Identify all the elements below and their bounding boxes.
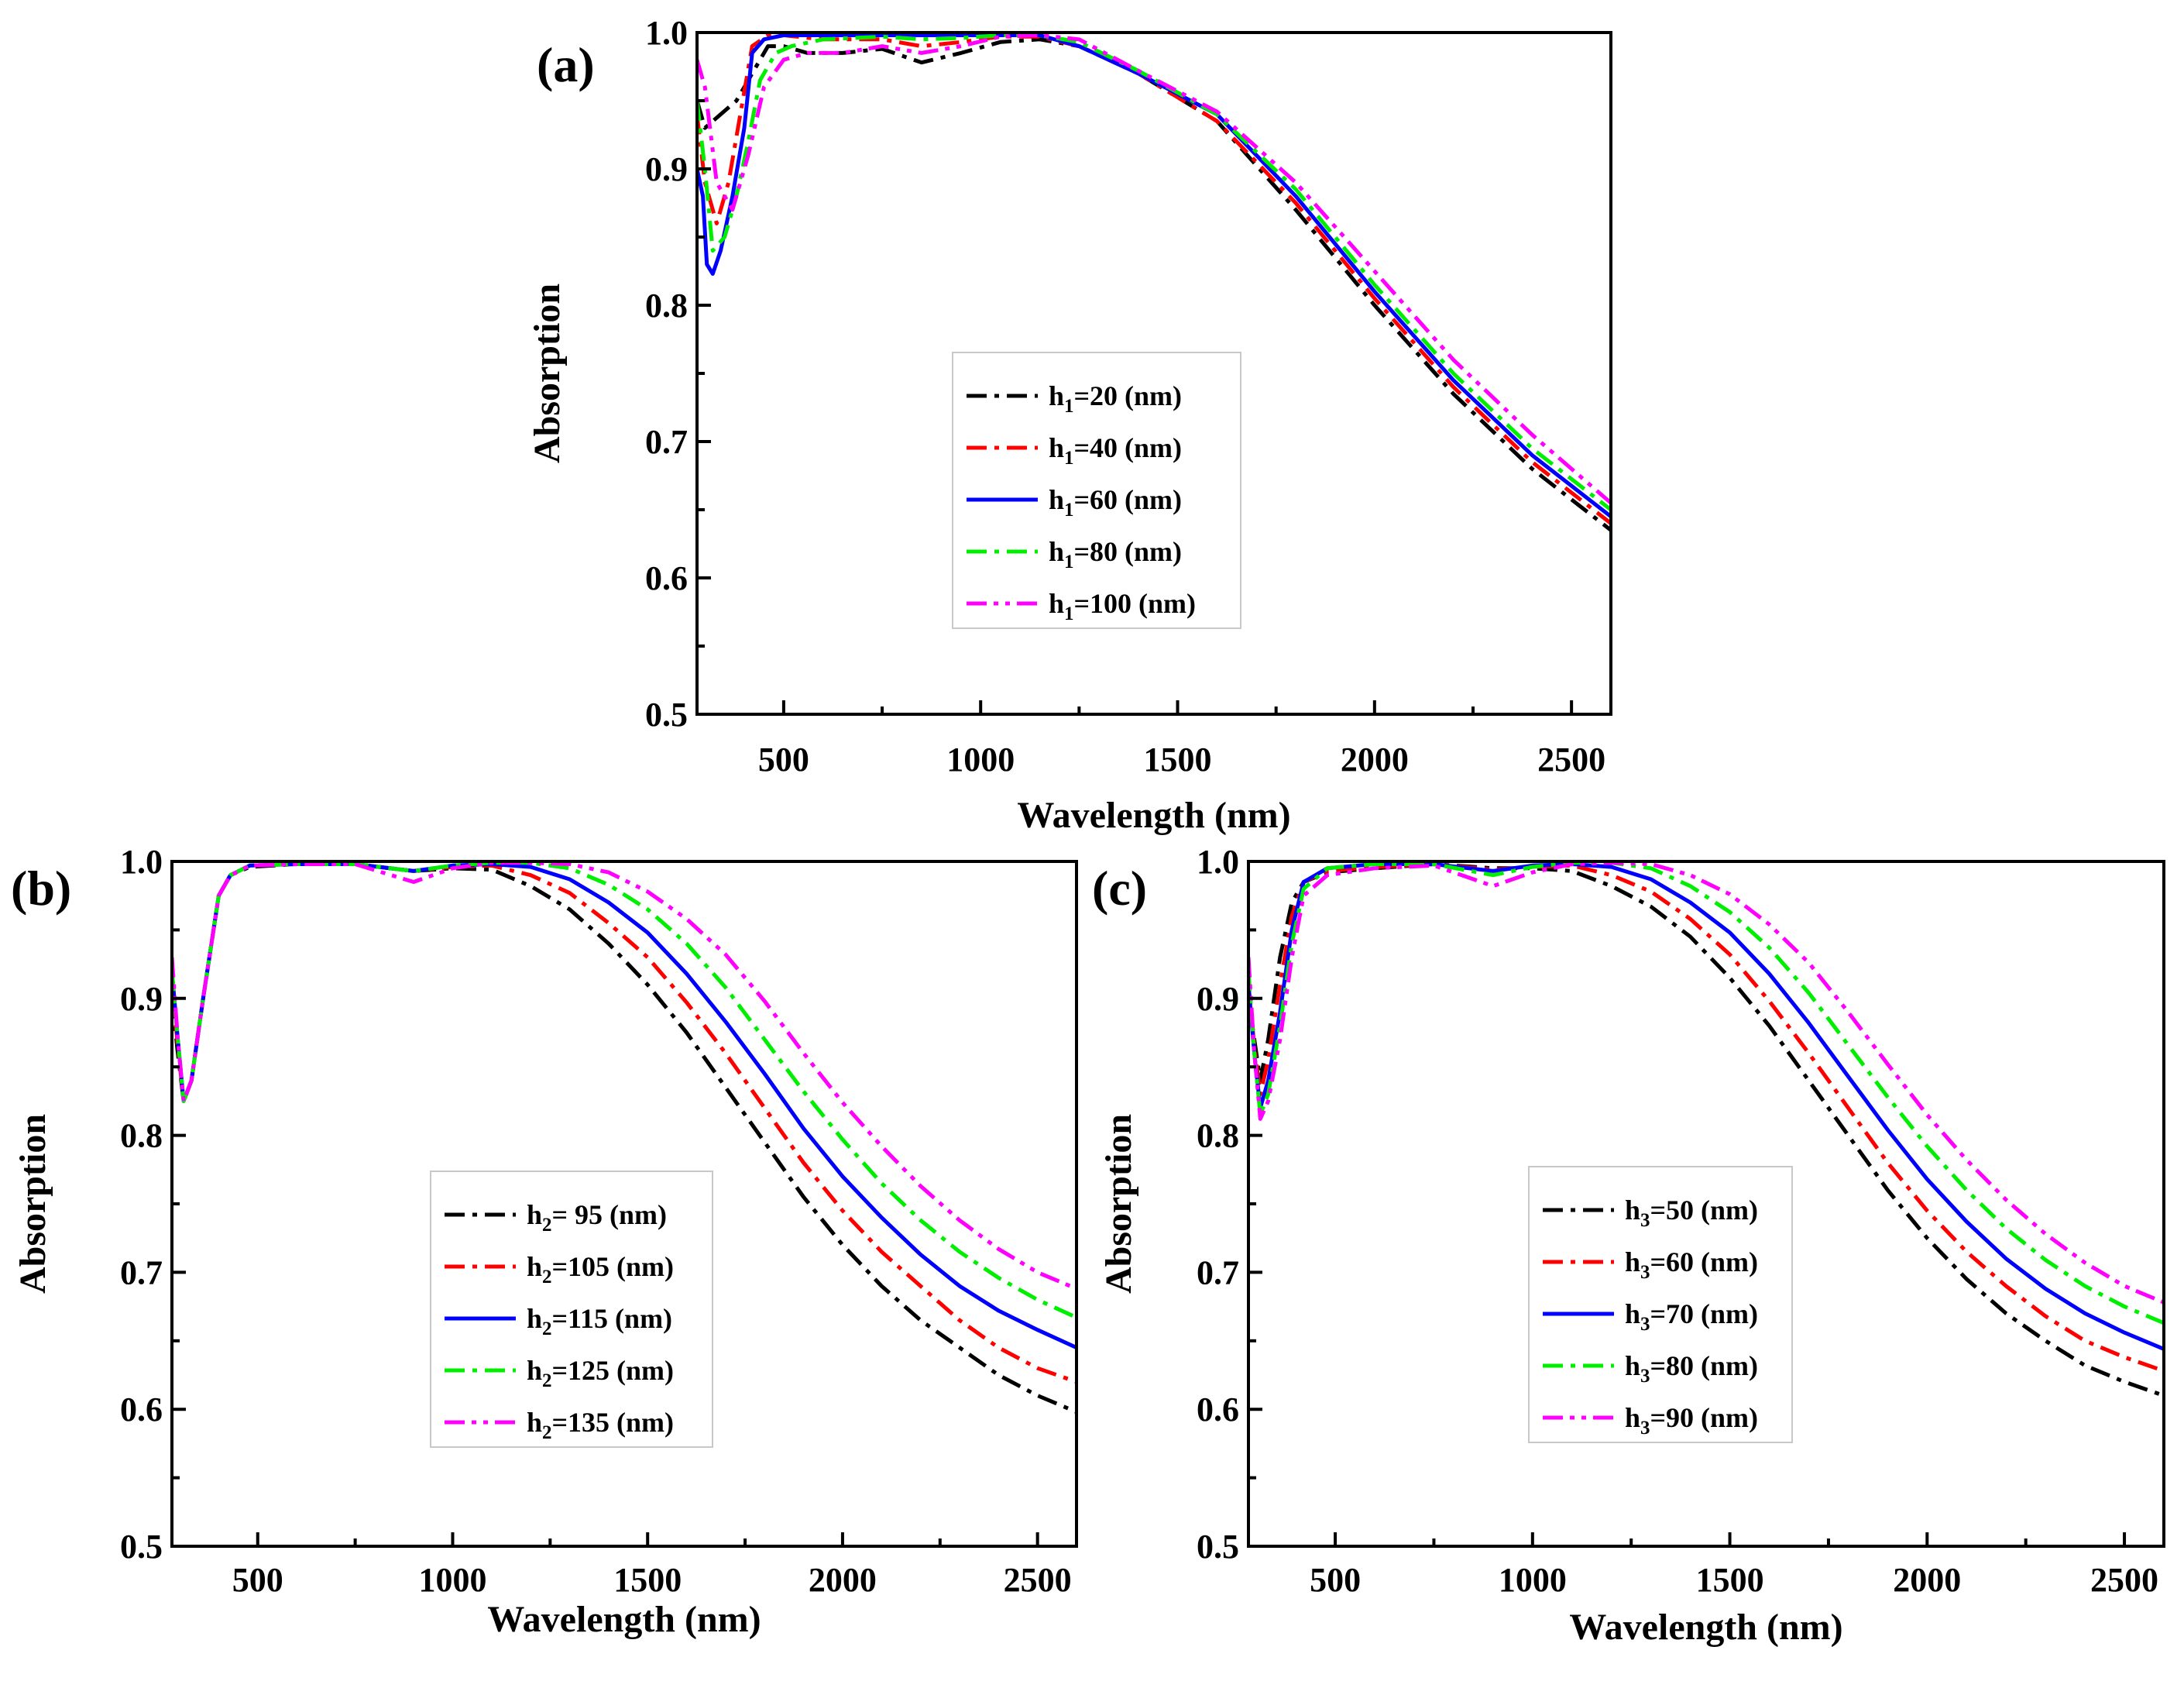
legend: h2= 95 (nm) h2=105 (nm) h2=115 (nm) h2=125 … bbox=[430, 1171, 713, 1448]
x-axis-label: Wavelength (nm) bbox=[1569, 1607, 1842, 1648]
y-tick-label: 0.9 bbox=[120, 980, 163, 1018]
series-line-4 bbox=[697, 33, 1611, 511]
y-axis-label: Absorption bbox=[12, 1114, 53, 1294]
series-line-2 bbox=[1248, 862, 2164, 1373]
y-tick-label: 0.8 bbox=[120, 1117, 163, 1155]
chart-panel-a: 500 1000 1500 2000 2500 0.5 0.6 0.7 0.8 0.9 1.0 Wav… bbox=[527, 14, 1612, 836]
y-tick-label: 0.9 bbox=[1197, 980, 1239, 1018]
y-tick-label: 0.7 bbox=[1197, 1253, 1239, 1291]
legend-entry-label: h2=115 (nm) bbox=[527, 1303, 672, 1339]
x-tick-label: 500 bbox=[1310, 1561, 1361, 1599]
x-tick-label: 2500 bbox=[1004, 1561, 1072, 1599]
series-line-4 bbox=[1248, 861, 2164, 1325]
legend-box bbox=[430, 1171, 713, 1448]
legend-entry-label: h1=80 (nm) bbox=[1049, 536, 1182, 572]
x-tick-label: 500 bbox=[758, 741, 809, 779]
legend-entry-label: h3=70 (nm) bbox=[1625, 1298, 1758, 1335]
x-axis-label: Wavelength (nm) bbox=[487, 1599, 761, 1640]
x-tick-label: 1500 bbox=[613, 1561, 682, 1599]
series-line-3 bbox=[1248, 862, 2164, 1351]
x-tick-label: 1000 bbox=[946, 741, 1015, 779]
y-tick-label: 1.0 bbox=[1197, 843, 1239, 881]
chart-panel-c: 500 1000 1500 2000 2500 0.5 0.6 0.7 0.8 0.9 1.0 Wav… bbox=[1092, 843, 2165, 1648]
x-tick-label: 2000 bbox=[809, 1561, 877, 1599]
series-line-5 bbox=[1248, 861, 2164, 1305]
series-line-4 bbox=[172, 861, 1077, 1319]
panel-label: (b) bbox=[11, 861, 71, 916]
x-tick-label: 1500 bbox=[1696, 1561, 1764, 1599]
y-axis-label: Absorption bbox=[527, 284, 568, 463]
panel-label: (c) bbox=[1092, 861, 1147, 916]
legend-box bbox=[952, 352, 1241, 629]
y-tick-label: 1.0 bbox=[120, 843, 163, 881]
series-line-3 bbox=[697, 33, 1611, 518]
legend-entry-label: h3=80 (nm) bbox=[1625, 1350, 1758, 1387]
y-tick-label: 0.5 bbox=[645, 696, 688, 734]
legend: h3=50 (nm) h3=60 (nm) h3=70 (nm) h3=80 (nm)… bbox=[1528, 1166, 1793, 1443]
y-tick-label: 1.0 bbox=[645, 14, 688, 52]
y-tick-label: 0.6 bbox=[645, 559, 688, 597]
x-tick-label: 1000 bbox=[1499, 1561, 1567, 1599]
series-line-2 bbox=[697, 33, 1611, 525]
legend-entry-label: h2=135 (nm) bbox=[527, 1407, 674, 1443]
legend-entry-label: h3=60 (nm) bbox=[1625, 1246, 1758, 1283]
x-tick-label: 1500 bbox=[1144, 741, 1212, 779]
legend-entry-label: h2= 95 (nm) bbox=[527, 1199, 667, 1236]
series-group bbox=[697, 33, 1611, 532]
legend-entry-label: h2=105 (nm) bbox=[527, 1251, 674, 1287]
y-tick-label: 0.5 bbox=[120, 1528, 163, 1566]
y-tick-label: 0.7 bbox=[120, 1253, 163, 1291]
x-tick-label: 2500 bbox=[2090, 1561, 2158, 1599]
legend-entry-label: h3=50 (nm) bbox=[1625, 1195, 1758, 1231]
y-tick-label: 0.9 bbox=[645, 150, 688, 188]
y-axis-label: Absorption bbox=[1098, 1114, 1139, 1294]
x-tick-label: 500 bbox=[232, 1561, 283, 1599]
legend-entry-label: h1=60 (nm) bbox=[1049, 484, 1182, 521]
x-tick-label: 1000 bbox=[418, 1561, 486, 1599]
series-line-5 bbox=[697, 33, 1611, 505]
y-tick-label: 0.5 bbox=[1197, 1528, 1239, 1566]
legend-entry-label: h1=100 (nm) bbox=[1049, 588, 1196, 624]
series-group bbox=[1248, 861, 2164, 1397]
y-tick-label: 0.8 bbox=[1197, 1117, 1239, 1155]
chart-panel-b: 500 1000 1500 2000 2500 0.5 0.6 0.7 0.8 0.9 1.0 Wav… bbox=[11, 843, 1078, 1640]
x-tick-label: 2500 bbox=[1537, 741, 1605, 779]
y-tick-label: 0.8 bbox=[645, 287, 688, 325]
x-tick-label: 2000 bbox=[1341, 741, 1409, 779]
series-group bbox=[172, 861, 1077, 1415]
legend: h1=20 (nm) h1=40 (nm) h1=60 (nm) h1=80 (nm)… bbox=[952, 352, 1241, 629]
legend-entry-label: h3=90 (nm) bbox=[1625, 1402, 1758, 1439]
legend-entry-label: h1=20 (nm) bbox=[1049, 380, 1182, 417]
x-axis-label: Wavelength (nm) bbox=[1017, 795, 1290, 836]
legend-entry-label: h1=40 (nm) bbox=[1049, 432, 1182, 469]
y-tick-label: 0.7 bbox=[645, 423, 688, 461]
y-tick-label: 0.6 bbox=[1197, 1391, 1239, 1428]
legend-box bbox=[1528, 1166, 1793, 1443]
x-tick-label: 2000 bbox=[1893, 1561, 1961, 1599]
panel-label: (a) bbox=[537, 37, 595, 92]
series-line-1 bbox=[1248, 862, 2164, 1397]
y-tick-label: 0.6 bbox=[120, 1391, 163, 1428]
legend-entry-label: h2=125 (nm) bbox=[527, 1355, 674, 1391]
